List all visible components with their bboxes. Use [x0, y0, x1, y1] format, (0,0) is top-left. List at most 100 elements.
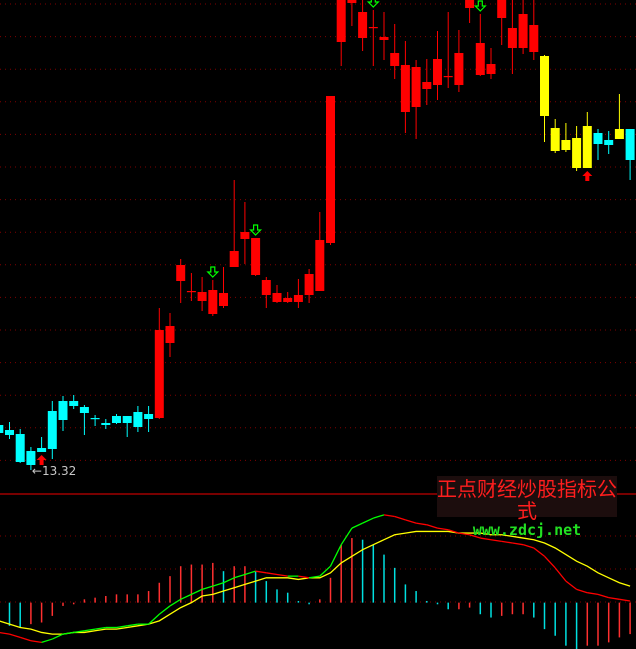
dif-line-segment	[405, 519, 417, 524]
dif-line-segment	[62, 631, 74, 635]
candle-body	[186, 291, 196, 293]
candle-body	[443, 76, 453, 78]
candle-body	[26, 451, 36, 465]
dif-line-segment	[480, 537, 492, 541]
dif-line-segment	[437, 527, 449, 531]
candle-body	[326, 96, 335, 243]
watermark-url: www.zdcj.net	[472, 521, 582, 539]
candle-body	[358, 12, 368, 38]
buy-arrow-icon	[582, 171, 593, 181]
candle-body	[154, 330, 164, 418]
dif-line-segment	[597, 593, 609, 599]
candle-body	[582, 126, 592, 168]
candle-body	[518, 14, 528, 48]
dif-line-segment	[576, 588, 588, 594]
candle-body	[336, 0, 346, 42]
candle-body	[422, 82, 432, 89]
candle-body	[347, 0, 357, 3]
dif-line-segment	[490, 539, 502, 543]
buy-arrow-icon	[36, 455, 47, 465]
dif-line-segment	[522, 544, 534, 549]
candle-body	[293, 295, 303, 302]
dif-line-segment	[73, 630, 85, 634]
dif-line-segment	[383, 514, 395, 518]
candle-body	[625, 129, 635, 160]
candle-body	[411, 67, 421, 107]
candle-body	[486, 64, 496, 74]
candle-body	[454, 53, 464, 85]
dif-line-segment	[223, 577, 235, 584]
candle-body	[208, 290, 218, 314]
candle-body	[272, 293, 282, 302]
dif-line-segment	[191, 588, 203, 595]
candle-body	[90, 418, 100, 420]
candle-body	[261, 280, 271, 295]
dif-line-segment	[116, 625, 128, 629]
dif-line-segment	[340, 527, 353, 546]
dif-line-segment	[362, 517, 374, 524]
dif-line-segment	[319, 565, 331, 577]
dif-line-segment	[469, 534, 481, 539]
candle-body	[390, 53, 400, 66]
dif-line-segment	[169, 598, 182, 607]
candle-body	[58, 401, 68, 420]
dif-line-segment	[201, 585, 213, 591]
candle-body	[465, 0, 475, 8]
dea-line	[0, 530, 631, 635]
candle-body	[497, 0, 507, 18]
candle-body	[219, 293, 228, 306]
dif-line-segment	[587, 592, 599, 595]
candle-body	[240, 232, 250, 239]
low-price-label: ←13.32	[32, 464, 76, 478]
candle-body	[604, 140, 614, 145]
candle-body	[572, 138, 582, 168]
dif-line-segment	[329, 544, 342, 567]
dif-line-segment	[95, 626, 106, 630]
candle-body	[5, 430, 14, 435]
candle-body	[37, 448, 47, 452]
candle-body	[561, 140, 571, 150]
candle-body	[379, 37, 389, 40]
dif-line-segment	[180, 593, 192, 600]
candle-body	[507, 28, 517, 48]
dif-line-segment	[426, 524, 438, 529]
candle-body	[540, 56, 549, 116]
candle-body	[368, 27, 378, 29]
dif-line-segment	[9, 633, 21, 639]
dif-line-segment	[276, 573, 288, 577]
dif-line-segment	[619, 598, 631, 602]
candle-body	[144, 414, 154, 419]
candle-body	[112, 416, 121, 423]
dif-line-segment	[127, 623, 138, 627]
candle-body	[251, 238, 261, 275]
dif-line-segment	[84, 628, 96, 632]
dif-line-segment	[608, 597, 620, 600]
candle-body	[433, 59, 442, 85]
dif-line-segment	[255, 570, 267, 574]
candle-body	[283, 298, 293, 302]
candle-body	[197, 292, 207, 301]
dif-line-segment	[351, 522, 363, 529]
candle-body	[229, 251, 239, 267]
dif-line-segment	[512, 542, 524, 546]
dif-line-segment	[458, 532, 470, 536]
dif-line-segment	[533, 547, 545, 557]
candle-body	[176, 265, 186, 281]
candle-body	[529, 25, 539, 52]
left-arrow-icon: ←	[31, 464, 42, 478]
dif-line-segment	[544, 555, 556, 569]
sell-arrow-icon	[473, 0, 487, 12]
candle-body	[475, 43, 485, 75]
dif-line-segment	[416, 522, 427, 526]
sell-arrow-icon	[366, 0, 380, 8]
dif-line-segment	[148, 613, 160, 625]
dif-line-segment	[234, 573, 246, 579]
candle-body	[133, 412, 143, 427]
candle-body	[0, 425, 4, 433]
candle-body	[69, 401, 79, 406]
dif-line-segment	[266, 572, 278, 576]
sell-arrow-icon	[206, 266, 220, 278]
dif-line-segment	[394, 515, 406, 521]
